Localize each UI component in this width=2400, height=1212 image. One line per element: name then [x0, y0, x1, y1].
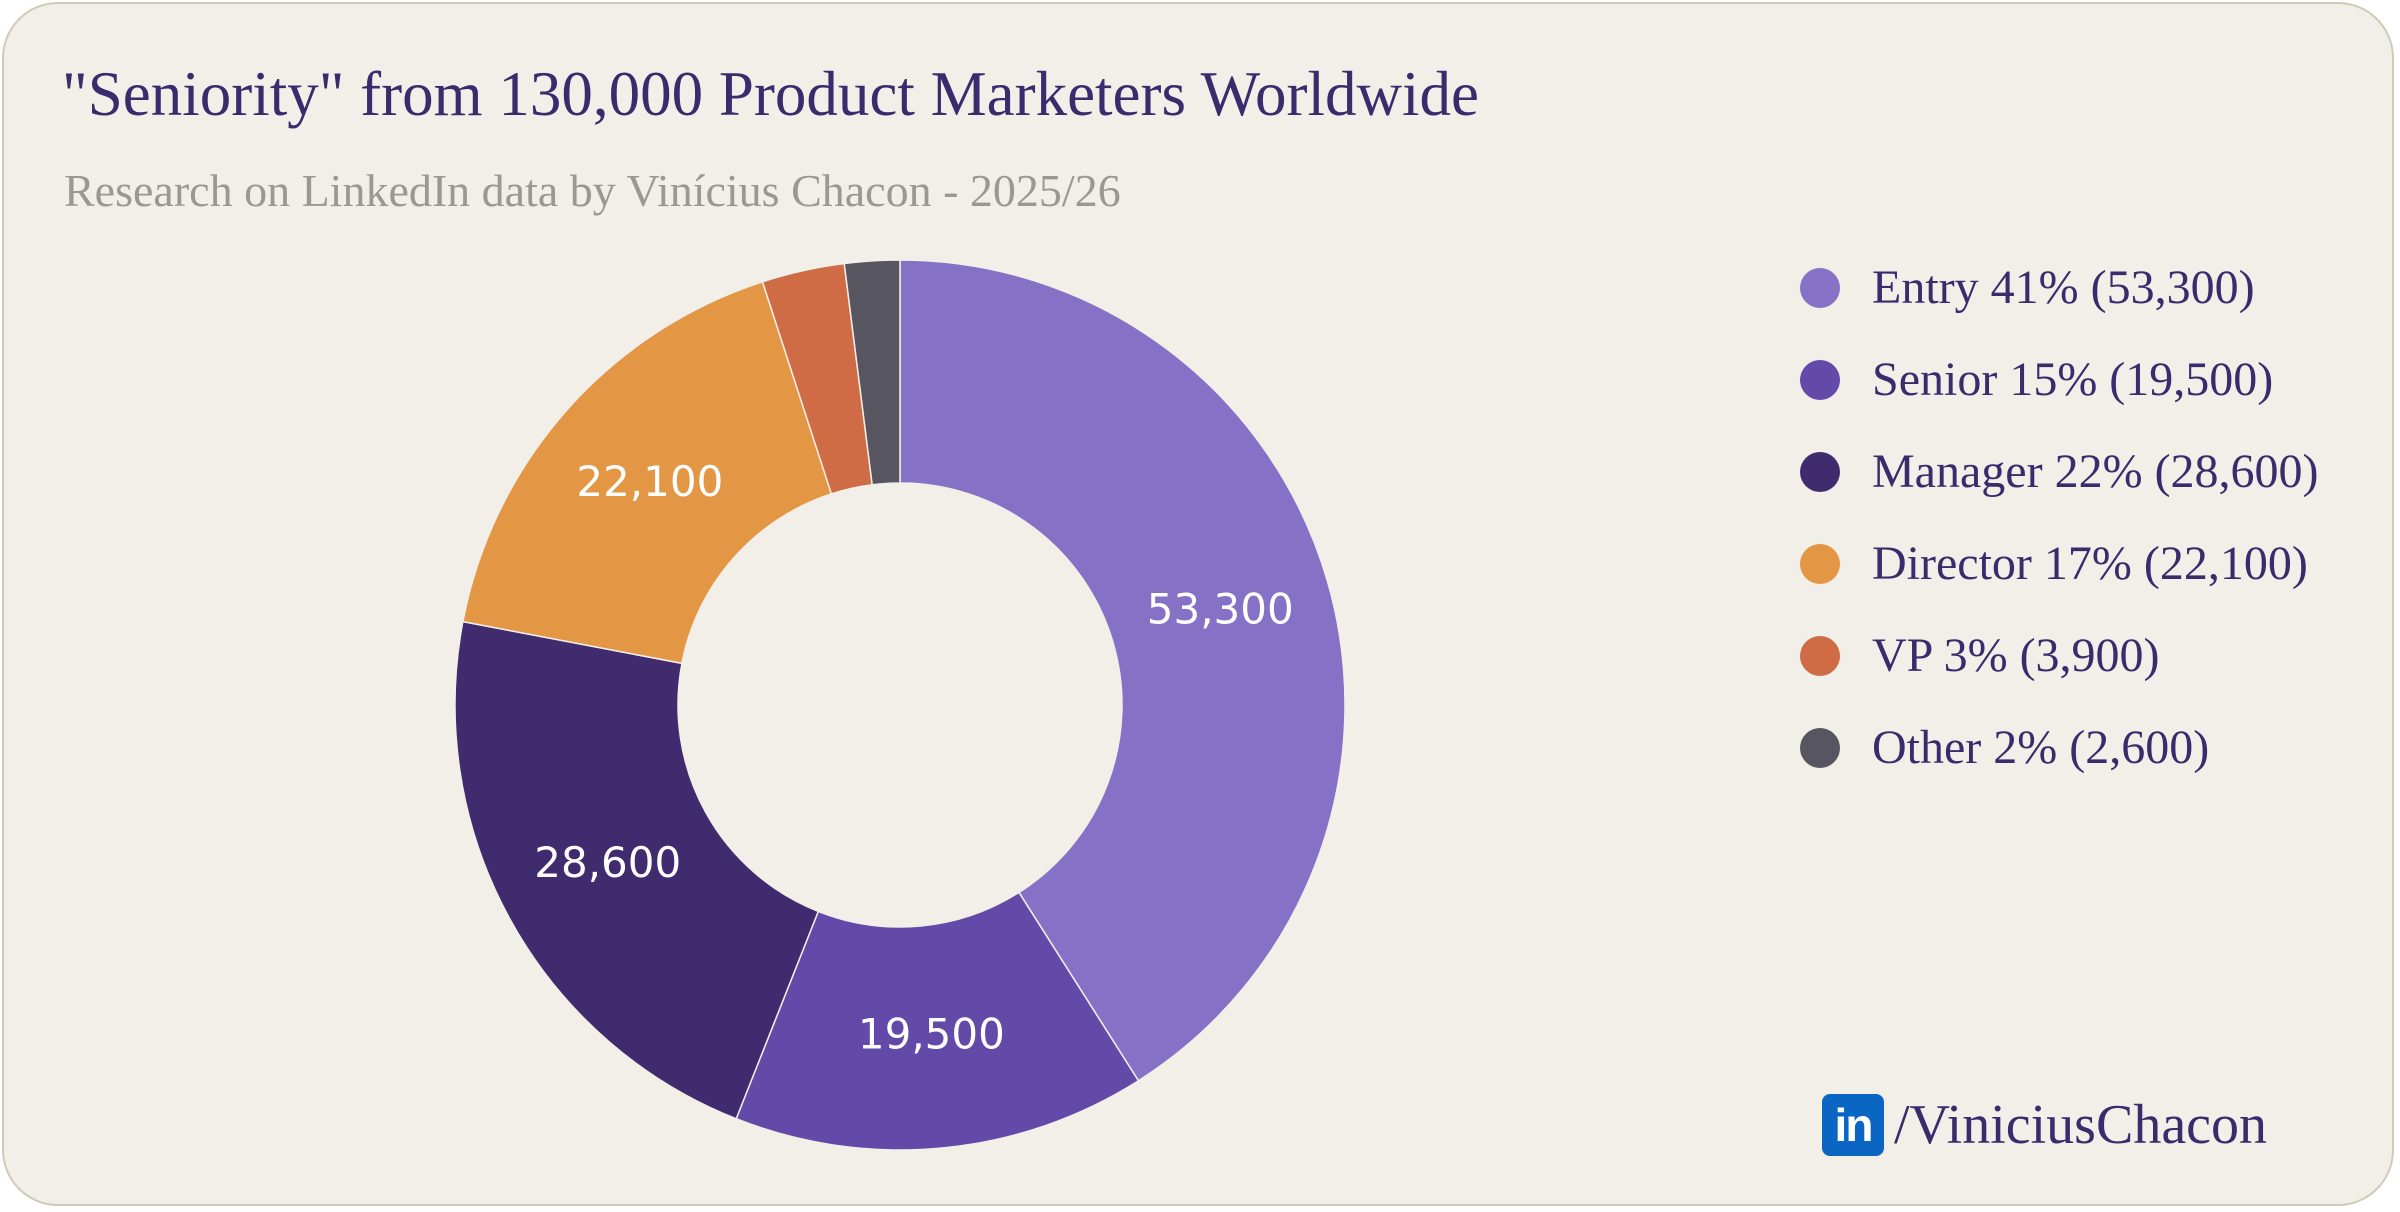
slice-director[interactable]	[462, 280, 833, 665]
legend-label: Manager 22% (28,600)	[1872, 445, 2319, 498]
slice-entry[interactable]	[899, 259, 1346, 1082]
data-label-entry: 53,300	[1147, 584, 1294, 633]
data-label-manager: 28,600	[534, 838, 681, 887]
legend-label: Senior 15% (19,500)	[1872, 353, 2274, 406]
legend-label: Entry 41% (53,300)	[1872, 261, 2255, 314]
legend-swatch	[1800, 360, 1840, 400]
linkedin-handle[interactable]: in /ViniciusChacon	[1822, 1092, 2267, 1158]
data-label-senior: 19,500	[858, 1010, 1005, 1059]
data-label-director: 22,100	[576, 457, 723, 506]
legend-swatch	[1800, 268, 1840, 308]
legend-swatch	[1800, 728, 1840, 768]
linkedin-handle-text: /ViniciusChacon	[1894, 1094, 2268, 1156]
slice-senior[interactable]	[735, 891, 1140, 1151]
legend-swatch	[1800, 636, 1840, 676]
linkedin-icon: in	[1822, 1094, 1884, 1156]
legend-label: Other 2% (2,600)	[1872, 721, 2210, 774]
slice-other[interactable]	[843, 259, 901, 486]
slice-manager[interactable]	[454, 620, 820, 1120]
legend-swatch	[1800, 452, 1840, 492]
legend-label: Director 17% (22,100)	[1872, 537, 2308, 590]
legend-label: VP 3% (3,900)	[1872, 629, 2160, 682]
chart-title: "Seniority" from 130,000 Product Markete…	[62, 59, 1479, 129]
legend-swatch	[1800, 544, 1840, 584]
chart-subtitle: Research on LinkedIn data by Vinícius Ch…	[64, 165, 1121, 216]
